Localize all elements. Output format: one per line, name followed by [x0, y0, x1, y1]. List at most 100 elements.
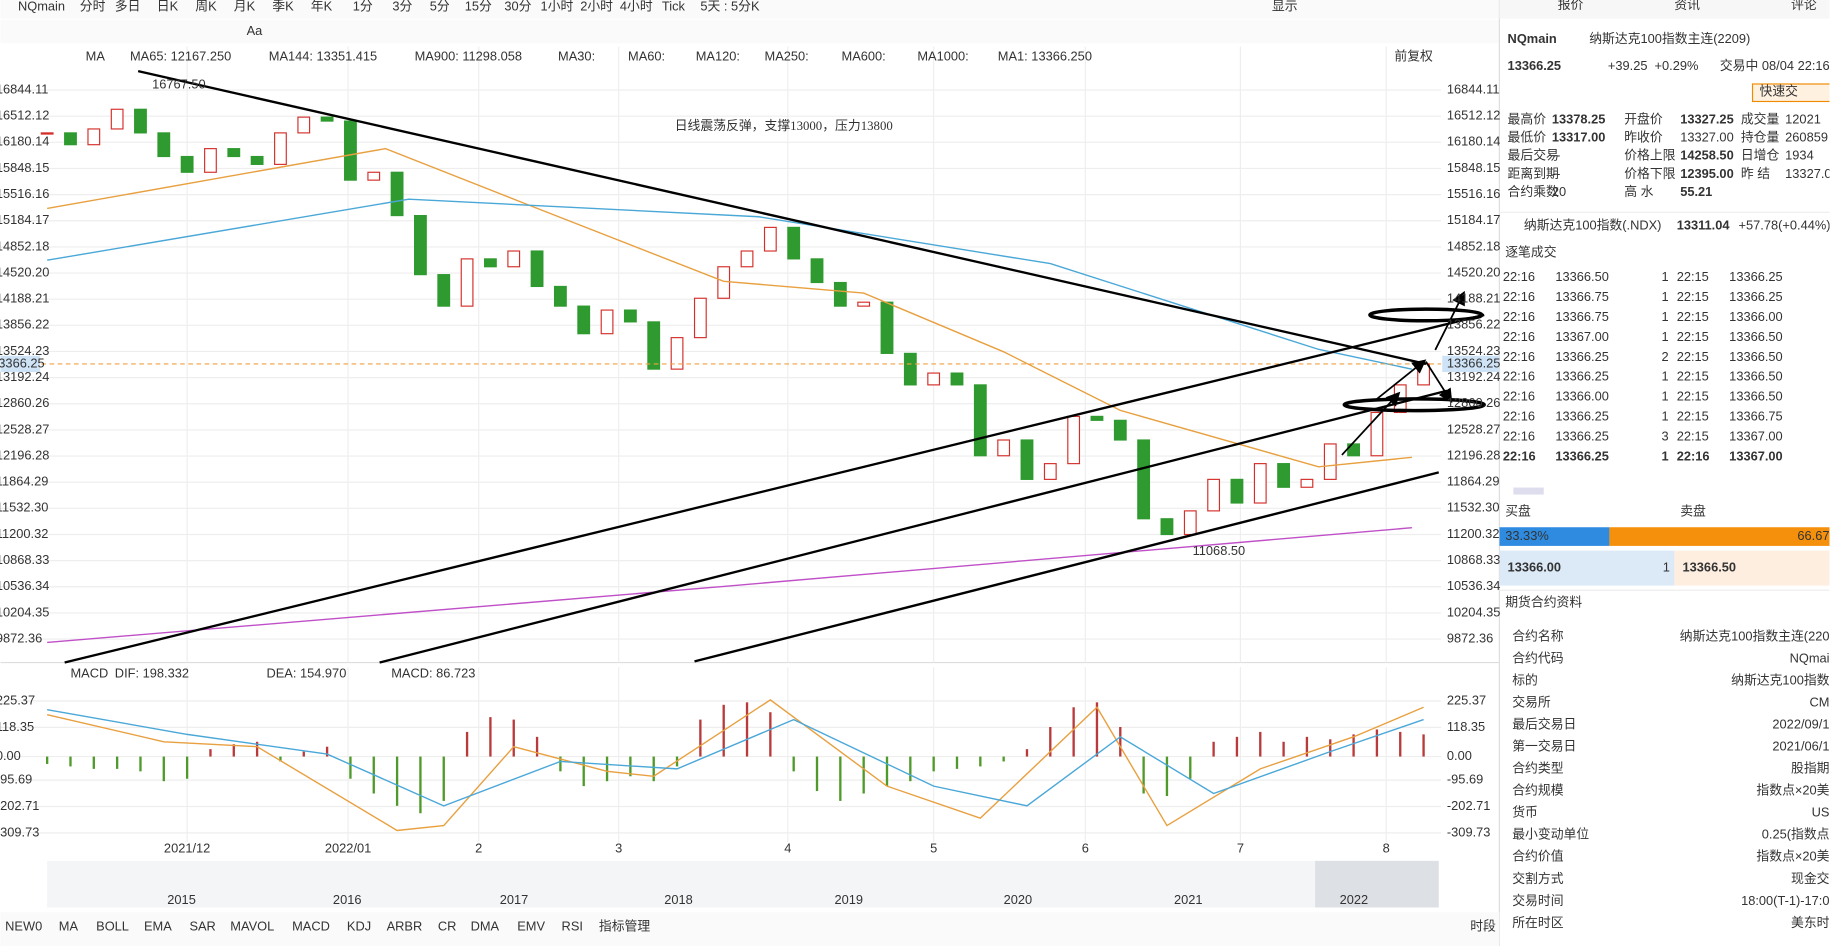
arrow	[1425, 361, 1453, 404]
tab[interactable]: 评论	[1791, 0, 1817, 12]
oval	[1342, 397, 1486, 413]
indicator-tab[interactable]: SAR	[189, 919, 215, 934]
trade-price: 13366.25	[1729, 289, 1783, 304]
x-tick-label: 3	[615, 841, 622, 856]
period-button[interactable]: 季K	[272, 0, 294, 13]
bid-pct: 33.33%	[1505, 528, 1549, 543]
indicator-tab[interactable]: MACD	[292, 919, 330, 934]
oval	[1368, 307, 1484, 323]
period-button[interactable]: 多日	[115, 0, 141, 13]
y-tick-label: -202.71	[1447, 798, 1491, 813]
indicator-tab[interactable]: NEW0	[5, 919, 42, 934]
stat-label: 价格下限	[1624, 166, 1675, 181]
candle	[437, 274, 451, 307]
section-title: 期货合约资料	[1505, 594, 1582, 609]
indicator-tab[interactable]: MAVOL	[230, 919, 274, 934]
annotation: 日线震荡反弹，支撑13000，压力13800	[675, 119, 893, 133]
candle	[903, 352, 917, 386]
y-tick-label: 15516.16	[0, 186, 49, 201]
display-menu[interactable]: 显示	[1272, 0, 1298, 13]
contract-label: 合约规模	[1512, 783, 1563, 798]
period-button[interactable]: 分时	[80, 0, 106, 13]
trade-price: 13366.50	[1729, 349, 1783, 364]
indicator-tab[interactable]: KDJ	[347, 919, 371, 934]
quick-trade[interactable]: 快速交	[1760, 84, 1799, 99]
candle	[1020, 439, 1034, 480]
y-tick-label: 13524.23	[0, 343, 49, 358]
stat-label: 昨收价	[1624, 130, 1663, 145]
trade-volume: 1	[1662, 269, 1669, 284]
contract-label: 货币	[1512, 805, 1538, 820]
indicator-tab[interactable]: ARBR	[387, 919, 423, 934]
stat-value: 14258.50	[1680, 148, 1734, 163]
change-pct: +0.29%	[1655, 58, 1699, 73]
candle	[507, 250, 521, 268]
overview-window[interactable]	[1315, 860, 1439, 908]
y-tick-label: 11200.32	[0, 526, 48, 541]
y-tick-label: 14520.20	[1447, 264, 1501, 279]
arrow	[1341, 391, 1401, 456]
stat-value: 12021	[1785, 112, 1821, 127]
period-button[interactable]: 年K	[311, 0, 333, 13]
period-button[interactable]: 时段	[1470, 919, 1496, 934]
tab[interactable]: 报价	[1558, 0, 1584, 12]
candle	[64, 132, 77, 146]
trade-time: 22:15	[1677, 429, 1709, 444]
tab[interactable]: 资讯	[1674, 0, 1700, 12]
period-button[interactable]: 1分	[353, 0, 373, 13]
candle	[460, 258, 474, 307]
period-button[interactable]: 5天 : 5分K	[700, 0, 760, 13]
period-button[interactable]: 日K	[157, 0, 179, 13]
indicator-name: MACD	[70, 666, 108, 681]
contract-value: 纳斯达克100指数主连(220	[1680, 628, 1830, 643]
indicator-tab[interactable]: DMA	[471, 919, 500, 934]
period-button[interactable]: 4小时	[620, 0, 653, 13]
stat-label: 开盘价	[1624, 112, 1663, 127]
y-tick-label: 12860.26	[1447, 395, 1501, 410]
trade-price: 13366.25	[1555, 409, 1609, 424]
indicator-line	[46, 699, 1424, 832]
indicator-tab[interactable]: CR	[438, 919, 457, 934]
candle	[670, 337, 684, 370]
trade-price: 13366.50	[1729, 389, 1783, 404]
trade-time: 22:16	[1503, 449, 1536, 464]
period-button[interactable]: 3分	[392, 0, 412, 13]
candle	[110, 108, 124, 130]
x-tick-label: 2021/12	[164, 841, 210, 856]
indicator-tab[interactable]: BOLL	[96, 919, 129, 934]
period-button[interactable]: 2小时	[580, 0, 613, 13]
y-tick-label: -309.73	[0, 824, 39, 839]
y-tick-label: 12860.26	[0, 395, 49, 410]
stat-label: 最后交易	[1508, 148, 1559, 163]
x-tick-label: 6	[1082, 841, 1089, 856]
trade-volume: 1	[1662, 289, 1669, 304]
stat-value: 13317.00	[1552, 130, 1606, 145]
quick-trade-button[interactable]	[1751, 83, 1830, 103]
contract-label: 交割方式	[1512, 871, 1563, 886]
indicator-manage[interactable]: 指标管理	[599, 919, 650, 934]
candle	[157, 132, 171, 158]
trade-volume: 1	[1662, 449, 1669, 464]
indicator-tab[interactable]: EMA	[144, 919, 172, 934]
indicator-tab[interactable]: RSI	[562, 919, 583, 934]
candle	[1113, 419, 1127, 441]
trade-price: 13366.50	[1729, 329, 1783, 344]
contract-value: 股指期	[1791, 761, 1829, 776]
indicator-tab[interactable]: EMV	[517, 919, 545, 934]
period-button[interactable]: 1小时	[541, 0, 574, 13]
period-button[interactable]: Tick	[662, 0, 686, 13]
candle	[1253, 463, 1267, 504]
stat-value: 13378.25	[1552, 112, 1606, 127]
indicator-tab[interactable]: MA	[59, 919, 79, 934]
period-button[interactable]: 15分	[465, 0, 492, 13]
stat-value: --	[1552, 148, 1561, 163]
adjust-button[interactable]: 前复权	[1394, 49, 1433, 64]
stat-value: 1934	[1785, 148, 1814, 163]
period-button[interactable]: 周K	[195, 0, 217, 13]
trade-time: 22:16	[1503, 349, 1535, 364]
period-button[interactable]: 30分	[504, 0, 531, 13]
y-tick-label: -95.69	[0, 772, 32, 787]
period-button[interactable]: 5分	[430, 0, 450, 13]
stat-label: 高 水	[1624, 184, 1653, 199]
period-button[interactable]: 月K	[234, 0, 256, 13]
